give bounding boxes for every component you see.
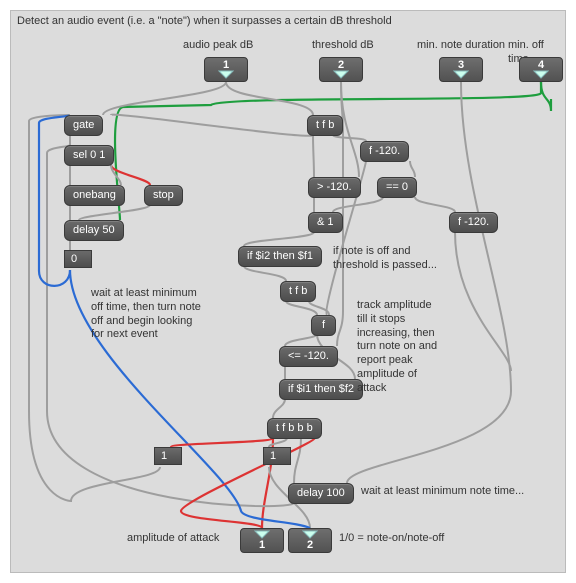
outlet-1[interactable]: 1: [240, 528, 284, 553]
stop-object[interactable]: stop: [144, 185, 183, 206]
inlet-arrow-icon: [453, 70, 469, 80]
ifi1-object[interactable]: if $i1 then $f2: [279, 379, 363, 400]
outlet-1-num: 1: [259, 539, 265, 551]
and1-object[interactable]: & 1: [308, 212, 343, 233]
delay100-object[interactable]: delay 100: [288, 483, 354, 504]
inlet2-label: threshold dB: [312, 39, 374, 53]
track-amp-comment: track amplitude till it stops increasing…: [357, 299, 457, 395]
fneg120a-object[interactable]: f -120.: [360, 141, 409, 162]
inlet-4[interactable]: 4: [519, 57, 563, 82]
numbox-0[interactable]: 0: [64, 250, 92, 268]
numbox-1b[interactable]: 1: [263, 447, 291, 465]
patch-canvas: Detect an audio event (i.e. a "note") wh…: [10, 10, 566, 573]
outlet2-label: 1/0 = note-on/note-off: [339, 532, 444, 546]
numbox-1a[interactable]: 1: [154, 447, 182, 465]
inlet-arrow-icon: [333, 70, 349, 80]
leq120-object[interactable]: <= -120.: [279, 346, 338, 367]
inlet3-label: min. note duration: [417, 39, 505, 53]
inlet-1[interactable]: 1: [204, 57, 248, 82]
gate-object[interactable]: gate: [64, 115, 103, 136]
outlet-2-num: 2: [307, 539, 313, 551]
title-comment: Detect an audio event (i.e. a "note") wh…: [17, 15, 392, 29]
tfbbb-object[interactable]: t f b b b: [267, 418, 322, 439]
fneg120b-object[interactable]: f -120.: [449, 212, 498, 233]
outlet1-label: amplitude of attack: [127, 532, 219, 546]
tfb2-object[interactable]: t f b: [280, 281, 316, 302]
tfb1-object[interactable]: t f b: [307, 115, 343, 136]
onebang-object[interactable]: onebang: [64, 185, 125, 206]
inlet-2[interactable]: 2: [319, 57, 363, 82]
gt-neg120-object[interactable]: > -120.: [308, 177, 361, 198]
inlet-arrow-icon: [218, 70, 234, 80]
wait-min-comment: wait at least minimum note time...: [361, 485, 524, 499]
if-off-comment: if note is off and threshold is passed..…: [333, 245, 453, 273]
inlet-3[interactable]: 3: [439, 57, 483, 82]
wait-off-comment: wait at least minimum off time, then tur…: [91, 287, 221, 342]
fbox-object[interactable]: f: [311, 315, 336, 336]
inlet1-label: audio peak dB: [183, 39, 253, 53]
eq0-object[interactable]: == 0: [377, 177, 417, 198]
outlet-2[interactable]: 2: [288, 528, 332, 553]
sel-object[interactable]: sel 0 1: [64, 145, 114, 166]
ifi2-object[interactable]: if $i2 then $f1: [238, 246, 322, 267]
delay50-object[interactable]: delay 50: [64, 220, 124, 241]
inlet-arrow-icon: [533, 70, 549, 80]
